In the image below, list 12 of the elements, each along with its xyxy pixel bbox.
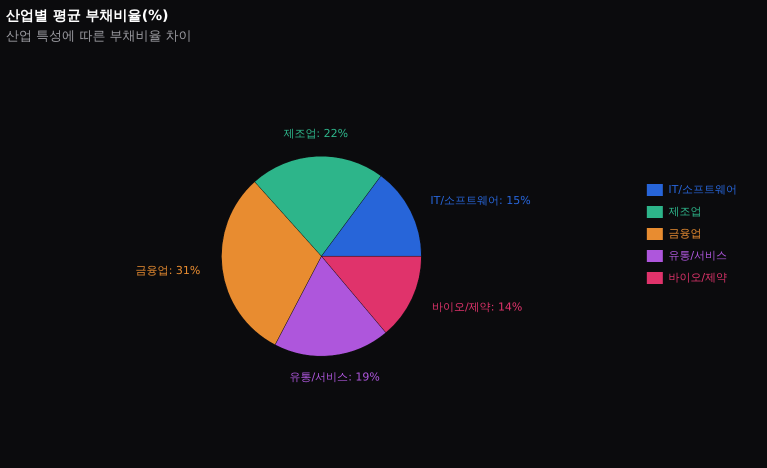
legend-label: 제조업	[668, 204, 702, 218]
chart-subtitle: 산업 특성에 따른 부채비율 차이	[6, 28, 192, 44]
chart-title: 산업별 평균 부채비율(%)	[6, 8, 169, 24]
legend-label: 금융업	[668, 226, 702, 240]
data-label: 금융업: 31%	[136, 264, 200, 278]
data-label: 바이오/제약: 14%	[432, 300, 522, 314]
legend-label: 바이오/제약	[668, 270, 728, 284]
legend-label: IT/소프트웨어	[668, 182, 737, 196]
data-label: IT/소프트웨어: 15%	[430, 194, 531, 208]
legend-label: 유통/서비스	[668, 248, 728, 262]
data-label: 유통/서비스: 19%	[289, 370, 380, 384]
data-label: 제조업: 22%	[283, 127, 348, 140]
